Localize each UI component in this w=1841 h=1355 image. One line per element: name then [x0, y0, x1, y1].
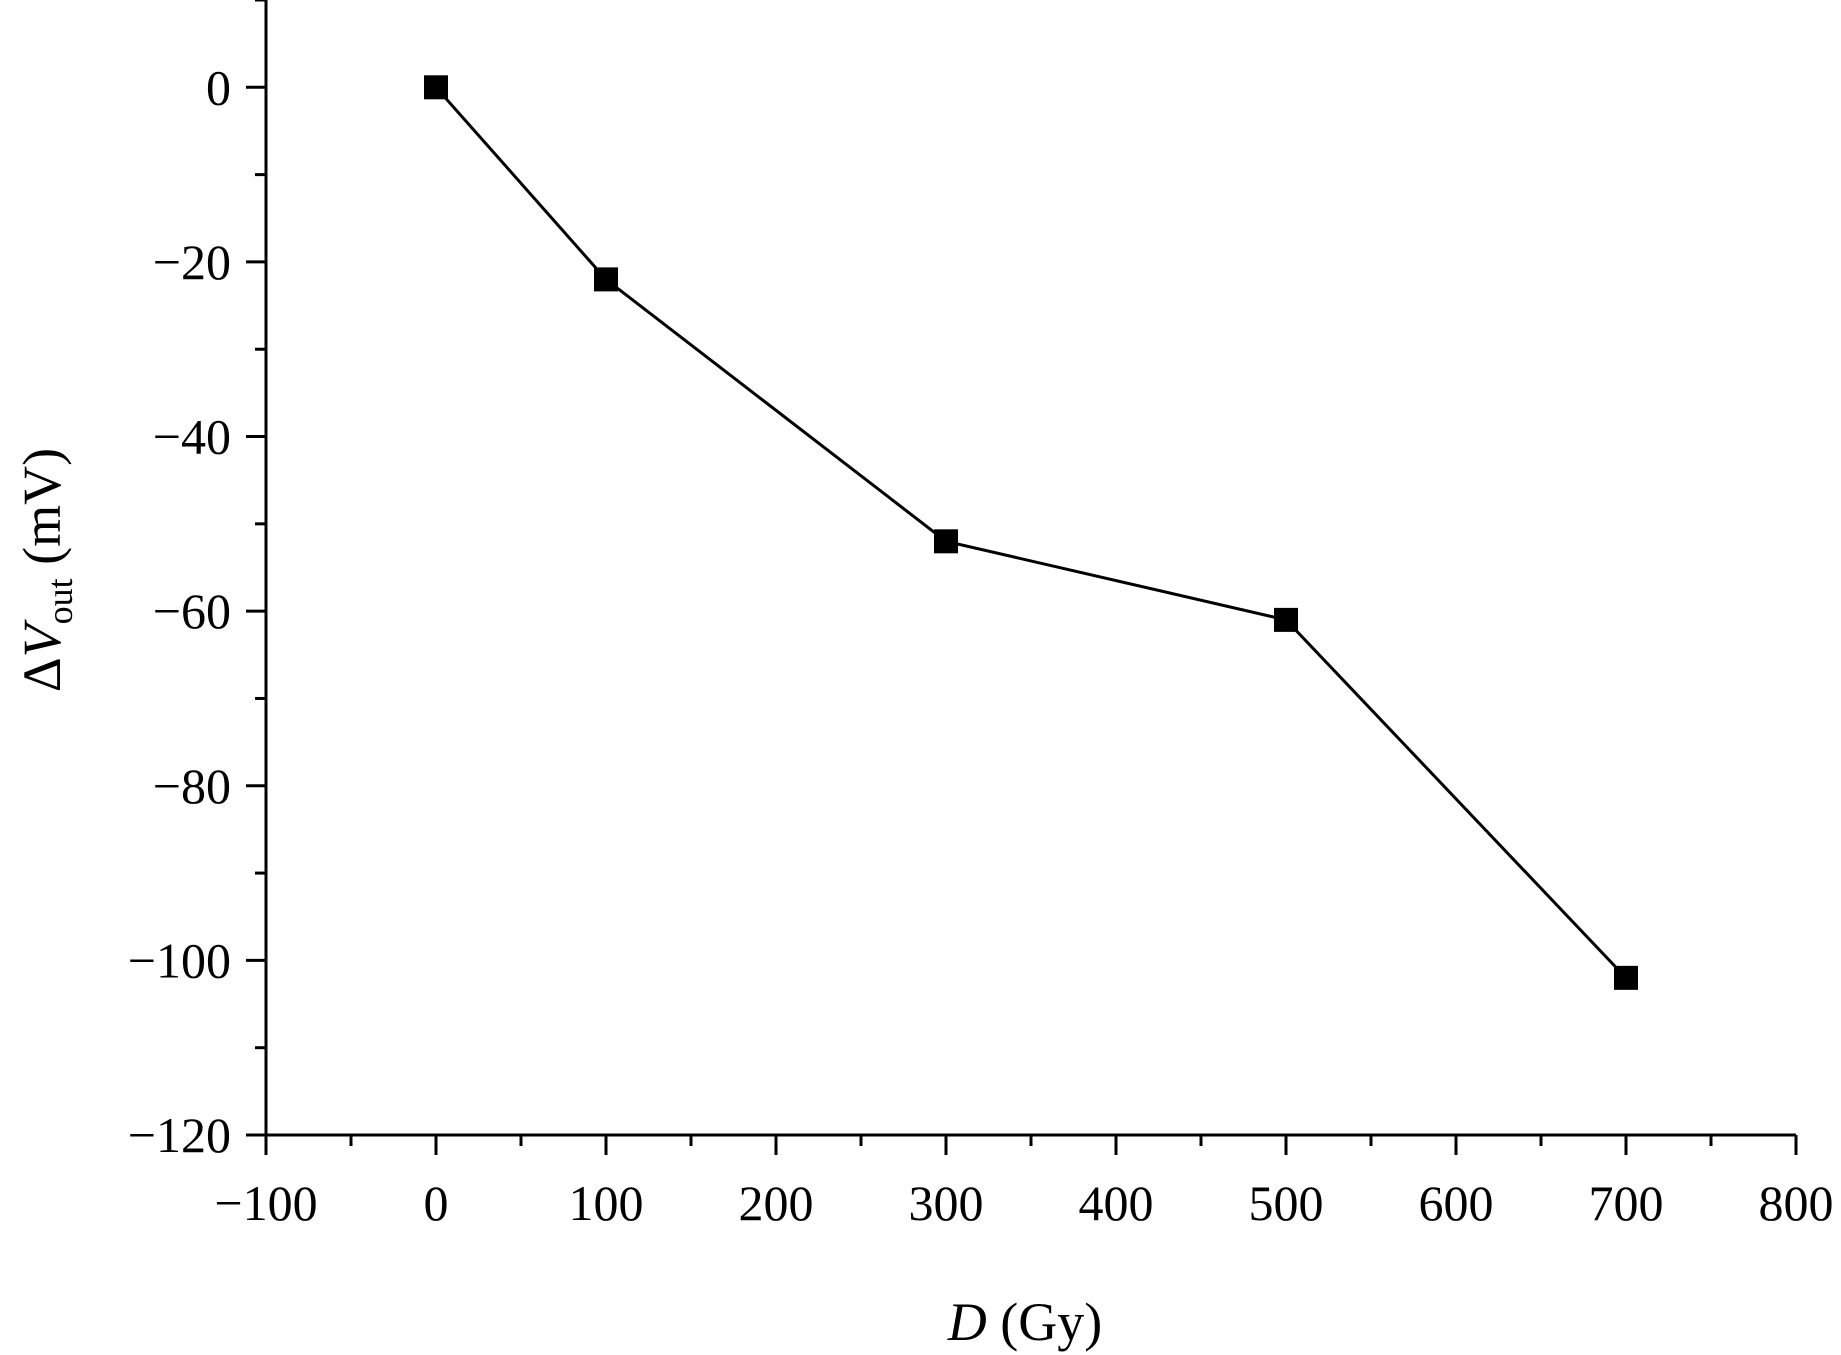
x-tick-label: 800 [1759, 1175, 1834, 1231]
y-axis-title: ΔVout (mV) [12, 448, 80, 692]
x-tick-label: 700 [1589, 1175, 1664, 1231]
y-tick-label: −100 [128, 932, 231, 988]
y-axis-unit: (mV) [12, 448, 72, 578]
y-axis-subscript: out [40, 578, 80, 624]
axes [264, 0, 1796, 1137]
x-axis-unit: (Gy) [987, 1292, 1102, 1352]
data-point [1274, 607, 1298, 632]
x-tick-label: 0 [424, 1175, 449, 1231]
data-point [934, 529, 958, 554]
x-tick-label: 300 [909, 1175, 984, 1231]
y-tick-label: −40 [153, 409, 231, 465]
x-ticks: −100 0 100 200 300 400 500 600 700 800 [214, 1135, 1834, 1231]
y-axis-variable: V [12, 618, 72, 657]
y-tick-label: 0 [206, 59, 231, 115]
x-tick-label: 600 [1419, 1175, 1494, 1231]
x-tick-label: 400 [1079, 1175, 1154, 1231]
y-ticks: 0 −20 −40 −60 −80 −100 −120 [128, 0, 266, 1163]
y-axis-prefix: Δ [12, 657, 72, 692]
x-tick-label: 200 [739, 1175, 814, 1231]
x-axis-title: D (Gy) [947, 1292, 1102, 1352]
series-line [434, 86, 1628, 979]
data-point [594, 267, 618, 292]
data-point [424, 75, 448, 100]
y-tick-label: −120 [128, 1107, 231, 1163]
data-point [1614, 965, 1638, 990]
x-tick-label: −100 [214, 1175, 317, 1231]
x-tick-label: 500 [1249, 1175, 1324, 1231]
x-axis-variable: D [947, 1292, 987, 1352]
y-tick-label: −20 [153, 234, 231, 290]
x-tick-label: 100 [569, 1175, 644, 1231]
series [424, 75, 1638, 990]
y-tick-label: −60 [153, 583, 231, 639]
y-tick-label: −80 [153, 758, 231, 814]
